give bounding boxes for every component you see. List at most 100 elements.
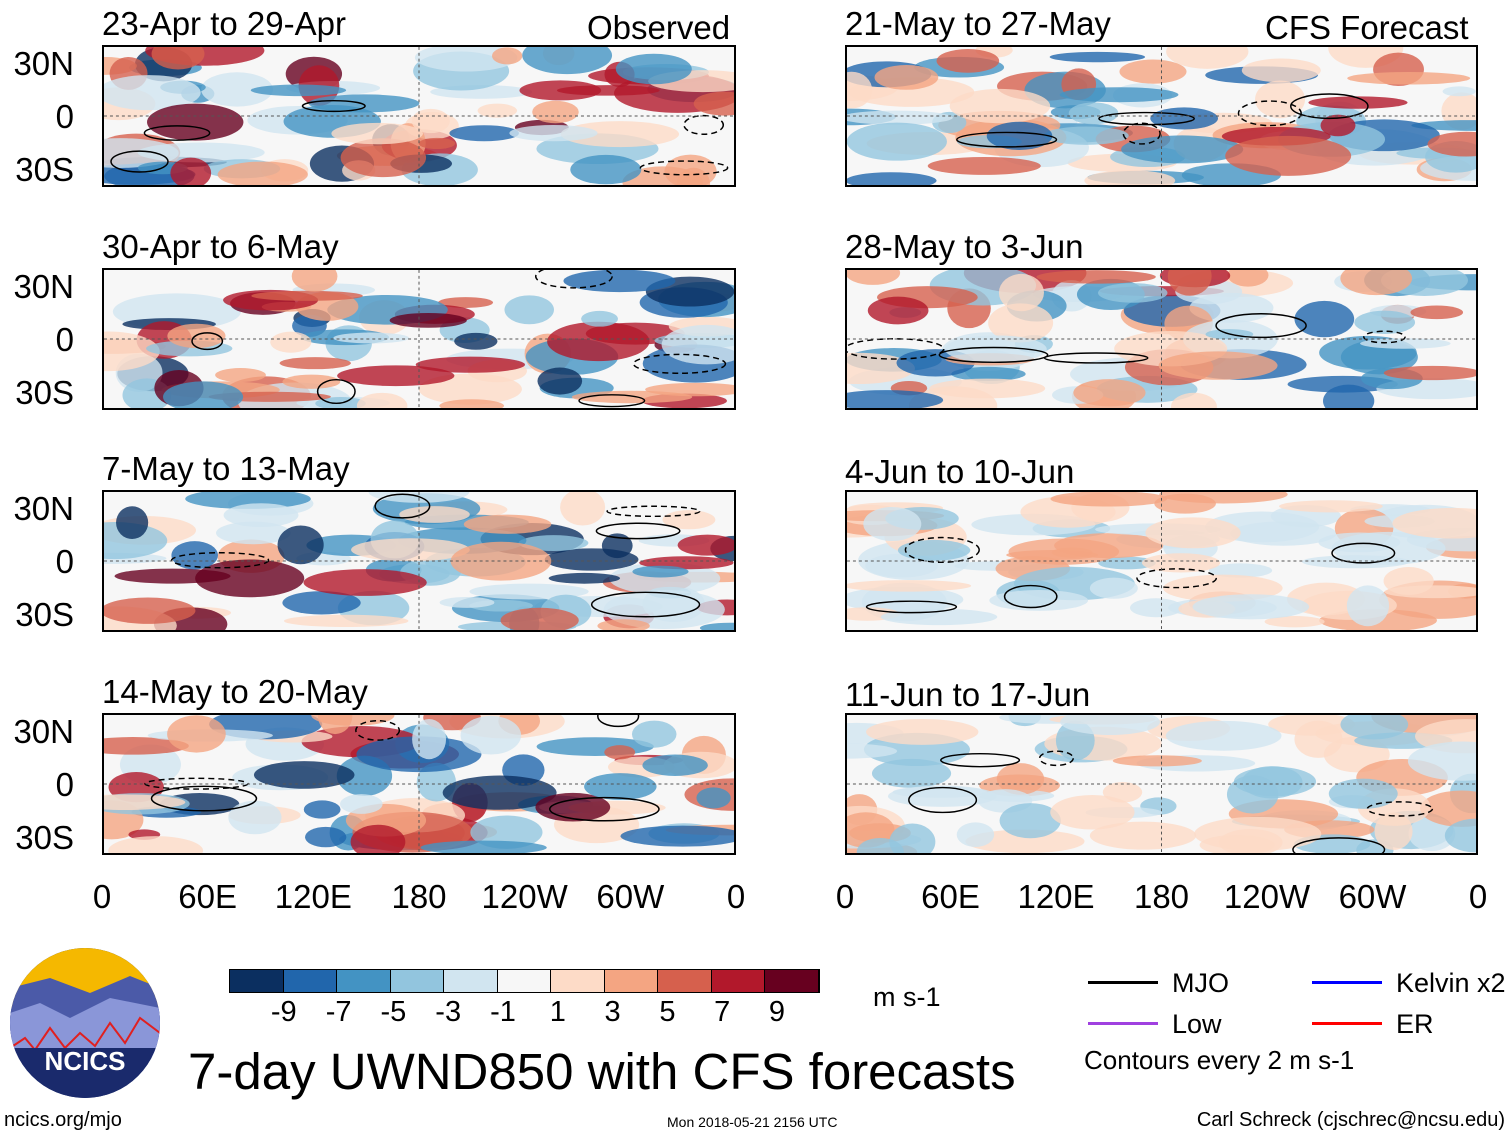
mjo-contour (301, 99, 366, 113)
wind-anomaly-shading (356, 392, 408, 408)
colorbar-tick-label: -7 (325, 996, 352, 1028)
wind-anomaly-shading (699, 622, 734, 630)
footer-url[interactable]: ncics.org/mjo (4, 1109, 122, 1131)
wind-anomaly-shading (1050, 492, 1168, 507)
wind-anomaly-shading (303, 569, 427, 596)
legend-line-low (1088, 1022, 1158, 1025)
mjo-contour (110, 150, 169, 173)
mjo-contour (1331, 542, 1396, 564)
wind-anomaly-shading (1320, 114, 1356, 137)
wind-anomaly-shading (1322, 384, 1375, 408)
wind-anomaly-shading (216, 521, 291, 545)
y-tick-label: 0 (55, 766, 74, 803)
wind-anomaly-shading (874, 65, 939, 90)
wind-anomaly-shading (1392, 507, 1476, 539)
mjo-contour (847, 338, 945, 360)
legend-line-er (1312, 1022, 1382, 1025)
wind-anomaly-shading (277, 525, 324, 565)
wind-anomaly-shading (351, 538, 470, 562)
colorbar-tick-label: 3 (604, 996, 621, 1028)
wind-anomaly-shading (956, 822, 995, 847)
wind-anomaly-shading (414, 47, 518, 72)
wind-anomaly-shading (331, 122, 423, 145)
wind-anomaly-shading (439, 597, 495, 608)
wind-anomaly-shading (477, 103, 518, 118)
colorbar-swatch (711, 970, 765, 992)
map-panel (102, 713, 736, 855)
legend-line-mjo (1088, 981, 1158, 984)
mjo-contour (938, 346, 1049, 364)
x-tick-label: 120E (274, 878, 352, 915)
wind-anomaly-shading (308, 94, 420, 113)
wind-anomaly-shading (1098, 283, 1168, 303)
colorbar-swatch (551, 970, 605, 992)
wind-anomaly-shading (1059, 87, 1179, 103)
wind-anomaly-shading (1227, 270, 1269, 287)
wind-anomaly-shading (676, 167, 711, 185)
colorbar-swatch (497, 970, 551, 992)
wind-anomaly-shading (340, 138, 427, 178)
wind-anomaly-shading (104, 737, 189, 755)
wind-anomaly-shading (171, 541, 218, 570)
mjo-contour (639, 160, 729, 176)
wind-anomaly-shading (228, 800, 282, 835)
mjo-contour (191, 332, 224, 351)
wind-anomaly-shading (460, 715, 522, 755)
y-tick-label: 30S (15, 596, 74, 633)
wind-anomaly-shading (1158, 351, 1278, 380)
wind-anomaly-shading (251, 290, 363, 301)
x-tick-label: 120E (1017, 878, 1095, 915)
colorbar-swatch (765, 970, 819, 992)
wind-anomaly-shading (470, 815, 543, 849)
column-label-observed: Observed (587, 9, 731, 46)
wind-anomaly-shading (1410, 305, 1464, 320)
wind-anomaly-shading (333, 332, 409, 344)
map-panel (102, 268, 736, 410)
wind-anomaly-shading (522, 47, 613, 75)
wind-anomaly-shading (604, 745, 636, 760)
x-tick-label: 60E (178, 878, 238, 915)
map-panel (845, 713, 1478, 855)
mjo-contour (865, 600, 958, 614)
legend-label: ER (1396, 1009, 1434, 1039)
panel-title: 23-Apr to 29-Apr (102, 5, 346, 42)
mjo-contour (956, 131, 1058, 148)
wind-anomaly-shading (415, 356, 526, 373)
wind-anomaly-shading (1208, 563, 1273, 578)
wind-anomaly-shading (1068, 102, 1119, 125)
wind-anomaly-shading (847, 71, 873, 109)
mjo-contour (1292, 837, 1386, 853)
wind-anomaly-shading (1383, 365, 1476, 381)
wind-anomaly-shading (1444, 818, 1476, 853)
wind-anomaly-shading (1119, 59, 1187, 84)
mjo-contour (150, 785, 258, 812)
wind-anomaly-shading (185, 492, 311, 509)
wind-anomaly-shading (1255, 80, 1306, 119)
legend-line-kelvin-x2 (1312, 981, 1382, 984)
wind-anomaly-shading (163, 381, 244, 408)
mjo-contour (1098, 111, 1195, 126)
colorbar-tick-label: -5 (380, 996, 407, 1028)
wind-anomaly-shading (282, 591, 361, 615)
wind-anomaly-shading (1407, 741, 1476, 781)
legend-label: Low (1172, 1009, 1222, 1039)
x-tick-label: 0 (726, 878, 746, 915)
mjo-contour (904, 536, 980, 564)
map-panel (102, 490, 736, 632)
map-panel (845, 268, 1478, 410)
wind-anomaly-shading (215, 368, 266, 382)
colorbar-tick-label: 7 (714, 996, 731, 1028)
y-tick-label: 30N (13, 45, 74, 82)
wind-anomaly-shading (645, 382, 734, 397)
wind-anomaly-shading (1384, 585, 1476, 599)
wind-anomaly-shading (270, 331, 312, 353)
wind-anomaly-shading (1360, 338, 1451, 349)
wind-anomaly-shading (1060, 715, 1160, 735)
wind-anomaly-shading (847, 580, 972, 592)
wind-anomaly-shading (548, 572, 621, 584)
wind-anomaly-shading (631, 720, 677, 748)
wind-anomaly-shading (1442, 86, 1476, 97)
wind-anomaly-shading (1089, 821, 1197, 850)
wind-anomaly-shading (1308, 96, 1408, 109)
colorbar-swatch (390, 970, 444, 992)
